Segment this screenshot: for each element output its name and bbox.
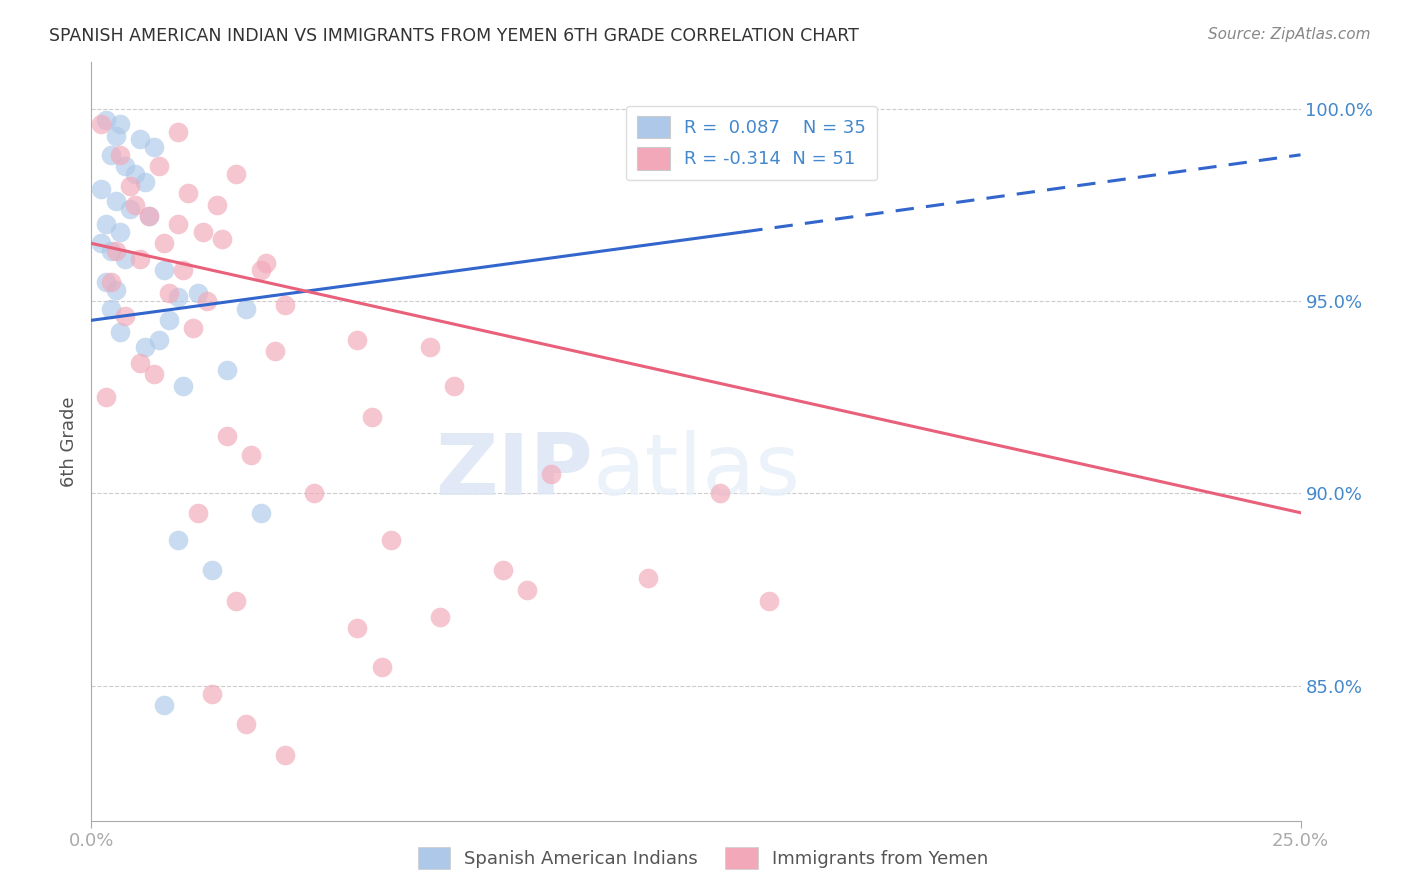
Point: [637, 571, 659, 585]
Point: [215, 363, 238, 377]
Point: [114, 159, 136, 173]
Point: [346, 621, 368, 635]
Point: [181, 321, 204, 335]
Point: [148, 333, 170, 347]
Point: [100, 244, 122, 258]
Point: [201, 687, 224, 701]
Point: [110, 325, 132, 339]
Point: [419, 340, 441, 354]
Point: [94, 113, 117, 128]
Text: SPANISH AMERICAN INDIAN VS IMMIGRANTS FROM YEMEN 6TH GRADE CORRELATION CHART: SPANISH AMERICAN INDIAN VS IMMIGRANTS FR…: [49, 27, 859, 45]
Point: [540, 467, 562, 482]
Point: [100, 148, 122, 162]
Y-axis label: 6th Grade: 6th Grade: [59, 396, 77, 487]
Point: [128, 356, 150, 370]
Point: [274, 748, 297, 763]
Point: [128, 252, 150, 266]
Point: [104, 194, 127, 208]
Point: [197, 294, 219, 309]
Point: [153, 263, 176, 277]
Point: [167, 290, 190, 304]
Point: [114, 252, 136, 266]
Point: [167, 533, 190, 547]
Point: [370, 659, 392, 673]
Text: atlas: atlas: [593, 430, 801, 514]
Point: [235, 717, 257, 731]
Point: [167, 125, 190, 139]
Point: [249, 506, 271, 520]
Text: ZIP: ZIP: [436, 430, 593, 514]
Point: [114, 310, 136, 324]
Point: [153, 698, 176, 713]
Point: [100, 301, 122, 316]
Point: [157, 313, 180, 327]
Point: [429, 609, 451, 624]
Point: [191, 225, 214, 239]
Point: [128, 132, 150, 146]
Point: [94, 390, 117, 404]
Point: [138, 210, 160, 224]
Point: [148, 159, 170, 173]
Point: [264, 344, 287, 359]
Point: [120, 178, 142, 193]
Point: [172, 263, 194, 277]
Point: [302, 486, 325, 500]
Point: [254, 255, 277, 269]
Point: [110, 148, 132, 162]
Point: [143, 367, 166, 381]
Point: [157, 286, 180, 301]
Point: [124, 167, 146, 181]
Point: [211, 232, 233, 246]
Point: [201, 564, 224, 578]
Point: [709, 486, 731, 500]
Point: [380, 533, 402, 547]
Point: [346, 333, 368, 347]
Point: [443, 378, 465, 392]
Point: [516, 582, 538, 597]
Point: [491, 564, 513, 578]
Legend: Spanish American Indians, Immigrants from Yemen: Spanish American Indians, Immigrants fro…: [411, 839, 995, 876]
Point: [94, 217, 117, 231]
Point: [172, 378, 194, 392]
Point: [90, 236, 112, 251]
Point: [361, 409, 384, 424]
Point: [110, 225, 132, 239]
Point: [104, 128, 127, 143]
Text: Source: ZipAtlas.com: Source: ZipAtlas.com: [1208, 27, 1371, 42]
Point: [90, 117, 112, 131]
Point: [153, 236, 176, 251]
Point: [167, 217, 190, 231]
Point: [110, 117, 132, 131]
Point: [225, 167, 247, 181]
Point: [104, 244, 127, 258]
Point: [274, 298, 297, 312]
Point: [143, 140, 166, 154]
Point: [215, 429, 238, 443]
Point: [100, 275, 122, 289]
Point: [134, 175, 156, 189]
Point: [225, 594, 247, 608]
Point: [187, 506, 209, 520]
Point: [177, 186, 200, 201]
Point: [249, 263, 271, 277]
Point: [235, 301, 257, 316]
Point: [104, 283, 127, 297]
Point: [124, 198, 146, 212]
Point: [94, 275, 117, 289]
Point: [138, 210, 160, 224]
Point: [187, 286, 209, 301]
Point: [205, 198, 228, 212]
Point: [134, 340, 156, 354]
Point: [758, 594, 780, 608]
Point: [90, 182, 112, 196]
Legend: R =  0.087    N = 35, R = -0.314  N = 51: R = 0.087 N = 35, R = -0.314 N = 51: [627, 105, 877, 180]
Point: [240, 448, 263, 462]
Point: [120, 202, 142, 216]
